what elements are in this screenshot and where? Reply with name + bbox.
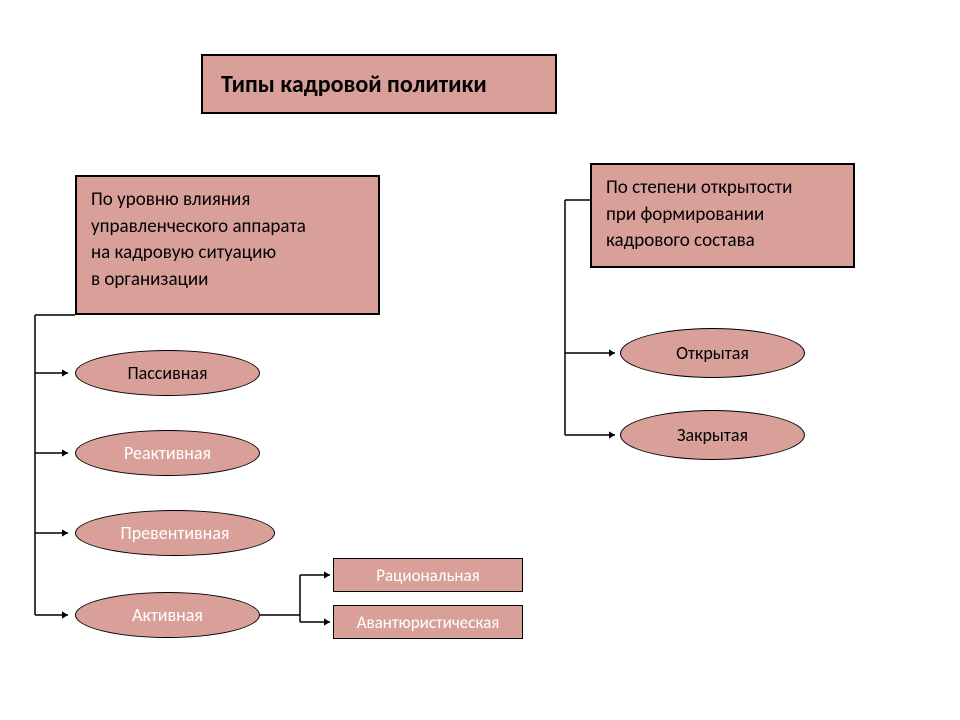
left-category-line-3: в организации [91,267,364,294]
right-category-line-1: при формировании [606,202,839,229]
left-item-3-label: Активная [132,604,203,626]
right-item-0-label: Открытая [676,342,749,364]
right-item-0: Открытая [620,328,805,378]
left-item-2: Превентивная [75,510,275,556]
right-item-1: Закрытая [620,410,805,460]
active-sub-0: Рациональная [333,558,523,592]
left-item-1-label: Реактивная [124,442,211,464]
left-category-line-0: По уровню влияния [91,187,364,214]
left-category-line-1: управленческого аппарата [91,214,364,241]
title-box: Типы кадровой политики [201,54,557,114]
right-category-line-0: По степени открытости [606,175,839,202]
left-item-0: Пассивная [75,350,260,396]
right-category-line-2: кадрового состава [606,228,839,255]
left-item-3: Активная [75,592,260,638]
right-item-1-label: Закрытая [677,424,748,446]
active-sub-1-label: Авантюристическая [357,612,500,633]
left-category-line-2: на кадровую ситуацию [91,240,364,267]
right-category-box: По степени открытости при формировании к… [590,163,855,268]
active-sub-1: Авантюристическая [333,605,523,639]
active-sub-0-label: Рациональная [376,565,479,586]
left-item-0-label: Пассивная [127,362,207,384]
left-category-box: По уровню влияния управленческого аппара… [75,175,380,315]
left-item-2-label: Превентивная [121,522,230,544]
title-text: Типы кадровой политики [221,70,487,99]
left-item-1: Реактивная [75,430,260,476]
